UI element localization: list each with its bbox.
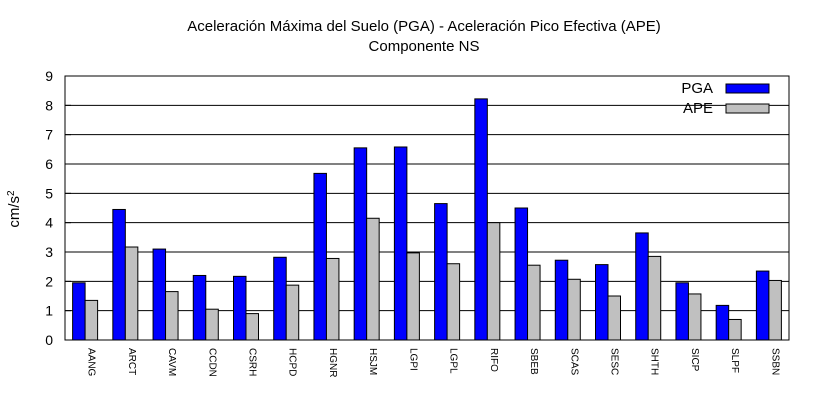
bar-pga-csrh xyxy=(233,275,247,341)
legend-swatch-pga xyxy=(725,83,770,94)
x-axis-labels: AANG ARCT CAVM CCDN CSRH HCPD HGNR HSJM LGPI LGPL… xyxy=(86,348,781,377)
bar-ape-cavm xyxy=(165,291,179,341)
bar-ape-aang xyxy=(84,299,99,341)
bar-ape-scas xyxy=(567,278,581,341)
x-tick-label: SHTH xyxy=(649,348,660,375)
legend-label-pga: PGA xyxy=(681,80,713,97)
x-tick-label: CCDN xyxy=(206,348,217,377)
legend-label-ape: APE xyxy=(683,100,713,117)
x-tick-label: HCPD xyxy=(287,348,298,376)
x-tick-label: SESC xyxy=(609,348,620,375)
y-tick-label: 7 xyxy=(45,127,53,143)
y-axis-label-superscript: 2 xyxy=(6,190,17,196)
x-tick-label: SCAS xyxy=(568,348,579,376)
bar-ape-shth xyxy=(647,255,662,341)
chart-title: Aceleración Máxima del Suelo (PGA) - Ace… xyxy=(187,18,661,35)
bar-ape-sesc xyxy=(607,295,621,341)
bar-ape-rifo xyxy=(486,222,501,341)
bar-ape-sbeb xyxy=(527,264,541,341)
legend-swatch-ape xyxy=(725,103,770,114)
y-tick-label: 4 xyxy=(45,215,53,231)
bar-ape-sicp xyxy=(687,293,702,341)
x-tick-label: SLPF xyxy=(729,348,740,373)
bar-ape-lgpl xyxy=(446,263,461,341)
bar-pga-lgpi xyxy=(393,146,408,341)
y-axis-label-text: cm/s xyxy=(6,196,23,228)
bar-ape-hcpd xyxy=(285,284,300,341)
bar-pga-scas xyxy=(554,259,569,341)
bar-ape-ccdn xyxy=(205,308,219,341)
y-axis-label: cm/s2 xyxy=(6,190,24,228)
x-tick-label: SSBN xyxy=(769,348,780,375)
bar-ape-arct xyxy=(124,246,139,341)
bar-pga-arct xyxy=(112,208,126,341)
bar-pga-rifo xyxy=(474,98,488,341)
bar-pga-lgpl xyxy=(434,203,448,341)
y-axis-ticks: 0 1 2 3 4 5 6 7 8 9 xyxy=(45,68,71,348)
x-tick-label: CAVM xyxy=(166,348,177,376)
bar-pga-cavm xyxy=(152,248,167,341)
y-tick-label: 9 xyxy=(45,68,53,84)
y-tick-label: 5 xyxy=(45,185,53,201)
x-tick-label: ARCT xyxy=(126,348,137,375)
x-tick-label: SBEB xyxy=(528,348,539,375)
bar-ape-hgnr xyxy=(325,257,340,341)
x-tick-label: HSJM xyxy=(367,348,378,375)
y-tick-label: 6 xyxy=(45,156,53,172)
x-tick-label: LGPI xyxy=(407,348,418,371)
bar-ape-ssbn xyxy=(768,279,782,341)
bar-pga-sbeb xyxy=(514,207,529,341)
bar-ape-hsjm xyxy=(366,217,380,341)
y-tick-label: 0 xyxy=(45,332,53,348)
bar-pga-slpf xyxy=(715,304,730,341)
x-tick-label: CSRH xyxy=(247,348,258,376)
bar-pga-shth xyxy=(635,232,649,341)
legend: PGA APE xyxy=(681,80,770,117)
bar-pga-sesc xyxy=(595,264,609,341)
y-tick-label: 1 xyxy=(45,303,53,319)
bar-ape-csrh xyxy=(245,313,259,341)
bar-pga-hsjm xyxy=(353,147,368,341)
x-tick-label: AANG xyxy=(86,348,97,377)
y-tick-label: 2 xyxy=(45,273,53,289)
plot-frame xyxy=(64,75,790,341)
bar-pga-aang xyxy=(72,282,86,341)
bar-pga-ccdn xyxy=(192,274,207,341)
bar-pga-hgnr xyxy=(313,172,327,341)
chart-subtitle: Componente NS xyxy=(369,38,480,55)
bar-ape-lgpi xyxy=(406,252,420,341)
bar-pga-ssbn xyxy=(755,270,770,341)
bar-pga-hcpd xyxy=(273,256,287,341)
x-tick-label: SICP xyxy=(689,348,700,372)
bar-pga-sicp xyxy=(675,282,689,341)
x-tick-label: LGPL xyxy=(448,348,459,374)
y-tick-label: 8 xyxy=(45,97,53,113)
bar-ape-slpf xyxy=(728,318,742,341)
grid-lines xyxy=(65,104,789,312)
x-tick-label: HGNR xyxy=(327,348,338,377)
x-tick-label: RIFO xyxy=(488,348,499,372)
y-tick-label: 3 xyxy=(45,244,53,260)
